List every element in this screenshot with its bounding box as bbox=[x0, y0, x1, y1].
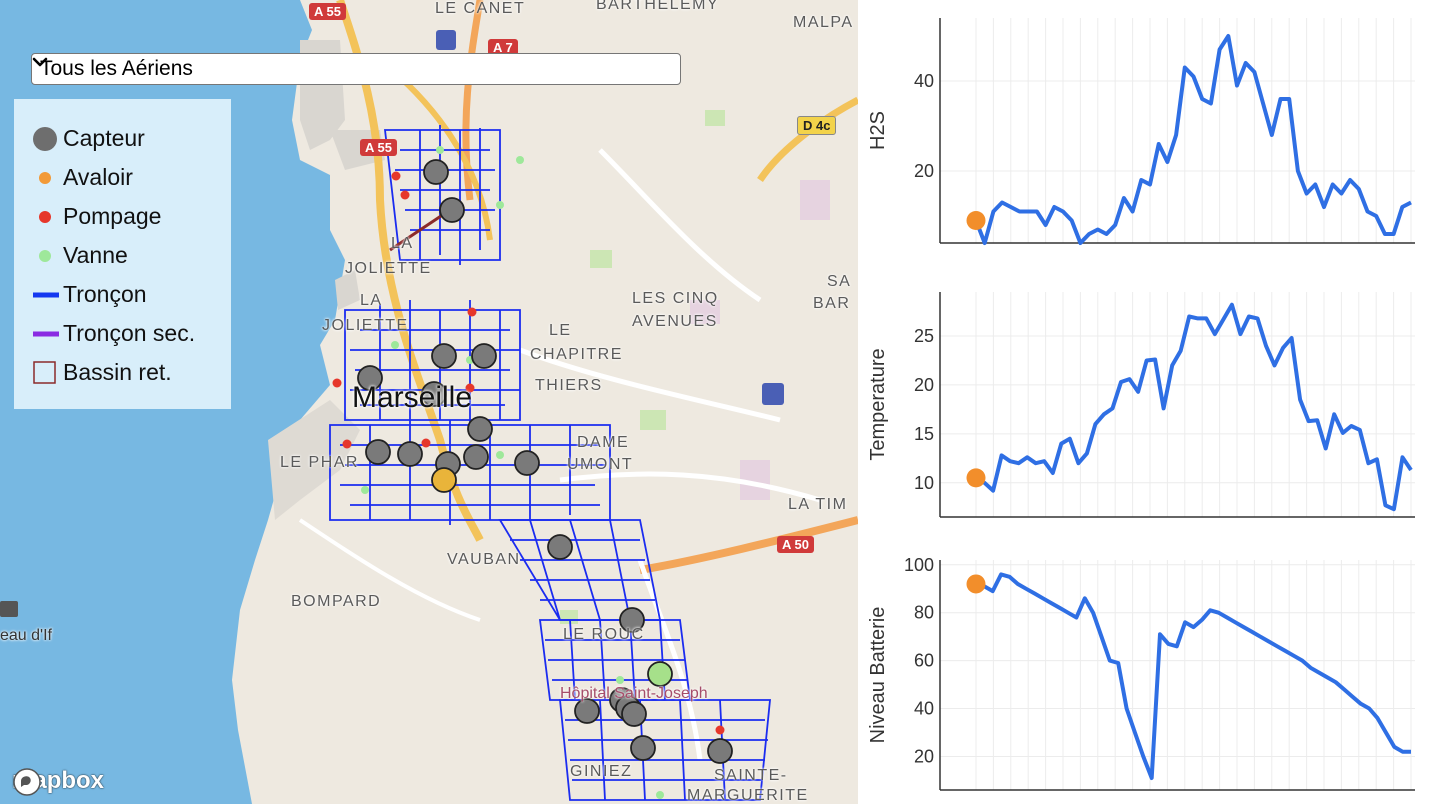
legend-label: Vanne bbox=[63, 242, 128, 268]
place-label: LA bbox=[391, 235, 414, 252]
y-tick-label: 20 bbox=[914, 161, 934, 181]
legend-item-troncon-sec: Tronçon sec. bbox=[14, 314, 231, 353]
place-label: LE CANET bbox=[435, 0, 526, 17]
y-tick-label: 80 bbox=[914, 603, 934, 623]
series-line bbox=[975, 572, 1411, 780]
series-line bbox=[975, 302, 1413, 512]
legend-label: Pompage bbox=[63, 203, 162, 229]
legend-label: Bassin ret. bbox=[63, 359, 172, 385]
legend-item-avaloir: Avaloir bbox=[14, 158, 231, 197]
y-tick-label: 40 bbox=[914, 71, 934, 91]
place-label: LA TIM bbox=[788, 496, 848, 513]
y-axis-label: Temperature bbox=[867, 348, 889, 460]
place-label: eau d'If bbox=[0, 627, 52, 644]
road-shield: A 55 bbox=[309, 3, 346, 20]
troncon-line-icon bbox=[14, 280, 64, 310]
road-shield: A 50 bbox=[777, 536, 814, 553]
place-label: BARTHELEMY bbox=[596, 0, 720, 13]
place-label: THIERS bbox=[535, 377, 603, 394]
y-axis-label: H2S bbox=[867, 111, 889, 150]
place-label: LE ROUC bbox=[563, 626, 645, 643]
y-tick-label: 20 bbox=[914, 746, 934, 766]
y-tick-label: 60 bbox=[914, 651, 934, 671]
place-label: BAR bbox=[813, 295, 851, 312]
charts-panel: 20 40 H2S 10 15 20 25 Temperature 20 40 60 80 100 Niv… bbox=[858, 0, 1436, 804]
place-label: Hôpital Saint-Joseph bbox=[560, 685, 708, 702]
city-label: Marseille bbox=[352, 381, 473, 414]
legend-item-troncon: Tronçon bbox=[14, 275, 231, 314]
road-shield: A 55 bbox=[360, 139, 397, 156]
troncon-sec-line-icon bbox=[14, 319, 64, 349]
place-label: VAUBAN bbox=[447, 551, 521, 568]
legend-item-pompage: Pompage bbox=[14, 197, 231, 236]
charts-canvas: 20 40 H2S 10 15 20 25 Temperature 20 40 60 80 100 Niv… bbox=[867, 18, 1415, 791]
road-shield: D 4c bbox=[797, 116, 837, 135]
place-label: BOMPARD bbox=[291, 593, 382, 610]
legend-item-bassin-ret: Bassin ret. bbox=[14, 353, 231, 392]
highlight-point bbox=[966, 211, 986, 230]
y-axis-label: Niveau Batterie bbox=[867, 607, 889, 744]
y-tick-label: 15 bbox=[914, 424, 934, 444]
avaloir-icon bbox=[14, 163, 64, 193]
road-shield: A 7 bbox=[488, 39, 518, 56]
y-tick-label: 20 bbox=[914, 375, 934, 395]
map-view[interactable]: Marseille LE CANET BARTHELEMY MALPA LA J… bbox=[0, 0, 858, 804]
y-tick-label: 100 bbox=[904, 555, 934, 575]
highlight-point bbox=[966, 574, 986, 594]
place-label: SAINTE- bbox=[714, 767, 788, 784]
place-label: MARGUERITE bbox=[687, 787, 809, 804]
series-line bbox=[974, 34, 1412, 245]
place-label: JOLIETTE bbox=[322, 317, 409, 334]
mapbox-logo-icon bbox=[13, 768, 41, 796]
place-label: JOLIETTE bbox=[345, 260, 432, 277]
place-label: AVENUES bbox=[632, 313, 718, 330]
pompage-icon bbox=[14, 202, 64, 232]
legend-item-capteur: Capteur bbox=[14, 119, 231, 158]
place-label: CHAPITRE bbox=[530, 346, 623, 363]
map-legend: Capteur Avaloir Pompage Vanne Tronçon Tr… bbox=[14, 99, 231, 409]
place-label: LE bbox=[549, 322, 572, 339]
filter-select[interactable]: Tous les Aériens bbox=[31, 53, 681, 85]
y-tick-label: 40 bbox=[914, 699, 934, 719]
legend-item-vanne: Vanne bbox=[14, 236, 231, 275]
place-label: LA bbox=[360, 292, 383, 309]
legend-label: Tronçon bbox=[63, 281, 147, 307]
legend-label: Tronçon sec. bbox=[63, 320, 196, 346]
vanne-icon bbox=[14, 241, 64, 271]
place-label: MALPA bbox=[793, 14, 854, 31]
legend-label: Avaloir bbox=[63, 164, 133, 190]
place-label: LES CINQ bbox=[632, 290, 719, 307]
y-tick-label: 10 bbox=[914, 473, 934, 493]
place-label: SA bbox=[827, 273, 852, 290]
legend-label: Capteur bbox=[63, 125, 145, 151]
bassin-square-icon bbox=[14, 358, 64, 388]
mapbox-attribution[interactable]: mapbox bbox=[12, 767, 104, 796]
place-label: DAME bbox=[577, 434, 630, 451]
place-label: GINIEZ bbox=[570, 763, 633, 780]
place-label: LE PHAR bbox=[280, 454, 359, 471]
place-label: UMONT bbox=[567, 456, 634, 473]
y-tick-label: 25 bbox=[914, 326, 934, 346]
capteur-icon bbox=[14, 124, 64, 154]
filter-select-value: Tous les Aériens bbox=[40, 57, 193, 80]
chevron-down-icon bbox=[32, 57, 48, 67]
highlight-point bbox=[966, 468, 986, 488]
